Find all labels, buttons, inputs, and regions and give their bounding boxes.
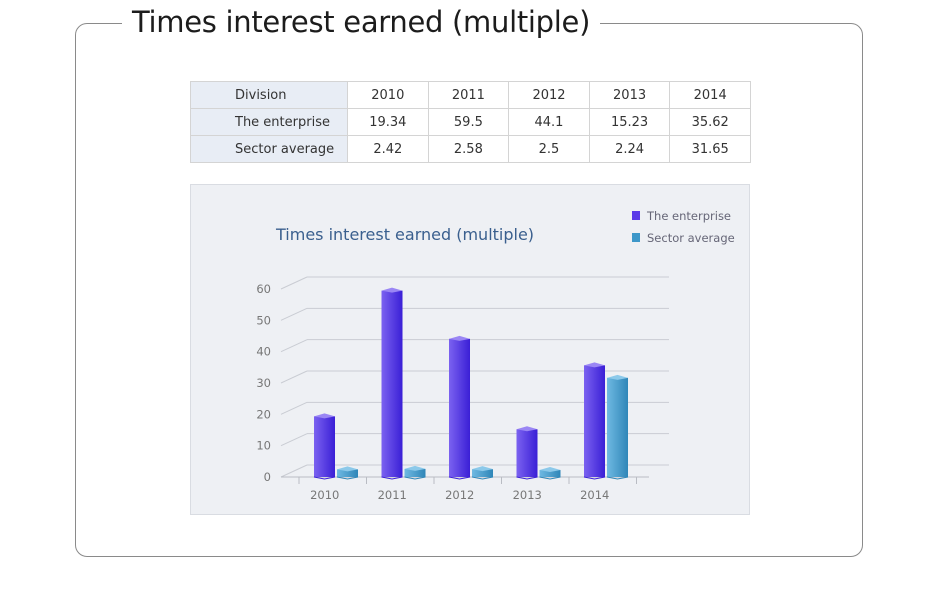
bar-base: [336, 476, 359, 480]
bar-top: [584, 362, 605, 368]
grid-diagonal: [280, 339, 308, 353]
bar-base: [606, 476, 629, 480]
table-cell: 19.34: [347, 108, 429, 136]
bar-top: [607, 374, 628, 380]
grid-diagonal: [280, 307, 308, 321]
y-tick-label: 60: [256, 282, 271, 296]
bar-base: [539, 476, 561, 480]
bar-enterprise: [381, 290, 403, 477]
table-cell: 15.23: [588, 108, 671, 136]
table-cell: 59.5: [427, 108, 510, 136]
table-cell: 2.58: [427, 135, 510, 163]
grid-diagonal: [280, 370, 308, 384]
bar-top: [449, 335, 470, 341]
bar-enterprise: [584, 365, 605, 477]
bar-sector-average: [472, 469, 493, 477]
x-tick-label: 2012: [445, 488, 474, 502]
bar-base: [381, 476, 403, 480]
bar-top: [472, 466, 493, 472]
table-header-cell: 2012: [508, 81, 590, 109]
bar-base: [404, 476, 426, 480]
chart-container: 0 10 20 30 40 50 60 2010 2011 2012 2013 2014 Times i…: [190, 184, 750, 515]
y-tick-label: 10: [256, 439, 271, 453]
bar-top: [516, 426, 538, 432]
grid-diagonal: [280, 464, 308, 478]
legend-swatch: [632, 233, 640, 242]
bar-base: [313, 476, 336, 480]
bar-top: [337, 466, 358, 472]
table-header-cell: 2011: [427, 81, 510, 109]
table-cell: 35.62: [669, 108, 751, 136]
table-cell: 2.5: [508, 135, 590, 163]
bar-top: [381, 287, 403, 293]
bar-enterprise: [314, 416, 335, 477]
data-table: Division 2010 2011 2012 2013 2014 The en…: [190, 81, 751, 163]
x-tick-label: 2010: [310, 488, 339, 502]
bar-chart: 0 10 20 30 40 50 60 2010 2011 2012 2013 2014 Times i…: [256, 209, 735, 502]
table-row: The enterprise 19.34 59.5 44.1 15.23 35.…: [190, 108, 751, 136]
table-header-cell: 2013: [588, 81, 671, 109]
bar-base: [583, 476, 606, 480]
table-row: Sector average 2.42 2.58 2.5 2.24 31.65: [190, 135, 751, 163]
y-tick-label: 40: [256, 345, 271, 359]
grid-diagonal: [280, 433, 308, 447]
page-title: Times interest earned (multiple): [122, 2, 601, 42]
y-tick-label: 50: [256, 313, 271, 327]
table-cell: 2.24: [588, 135, 671, 163]
legend-swatch: [632, 211, 640, 220]
x-tick-label: 2011: [378, 488, 407, 502]
bar-sector-average: [337, 469, 358, 477]
grid-diagonal: [280, 276, 308, 290]
table-cell: 31.65: [669, 135, 751, 163]
bar-enterprise: [449, 338, 470, 477]
bar-top: [404, 465, 426, 471]
table-cell: 44.1: [508, 108, 590, 136]
table-row-label: The enterprise: [190, 108, 348, 136]
table-row-label: Sector average: [190, 135, 348, 163]
bar-sector-average: [539, 469, 561, 477]
table-header-cell: 2014: [669, 81, 751, 109]
bar-base: [516, 476, 538, 480]
bar-base: [448, 476, 471, 480]
bar-sector-average: [404, 468, 426, 477]
y-tick-label: 30: [256, 376, 271, 390]
table-header-cell: Division: [190, 81, 348, 109]
chart-title: Times interest earned (multiple): [275, 225, 534, 244]
table-header-row: Division 2010 2011 2012 2013 2014: [190, 81, 751, 109]
legend-label: The enterprise: [646, 209, 731, 223]
bar-top: [539, 466, 561, 472]
y-tick-label: 0: [264, 470, 271, 484]
bar-enterprise: [516, 429, 538, 477]
grid-diagonal: [280, 401, 308, 415]
legend-label: Sector average: [647, 231, 735, 245]
bar-base: [471, 476, 494, 480]
bar-top: [314, 413, 335, 419]
x-tick-label: 2014: [580, 488, 609, 502]
x-tick-label: 2013: [513, 488, 542, 502]
y-tick-label: 20: [256, 407, 271, 421]
table-header-cell: 2010: [347, 81, 429, 109]
table-cell: 2.42: [347, 135, 429, 163]
bar-sector-average: [607, 377, 628, 477]
